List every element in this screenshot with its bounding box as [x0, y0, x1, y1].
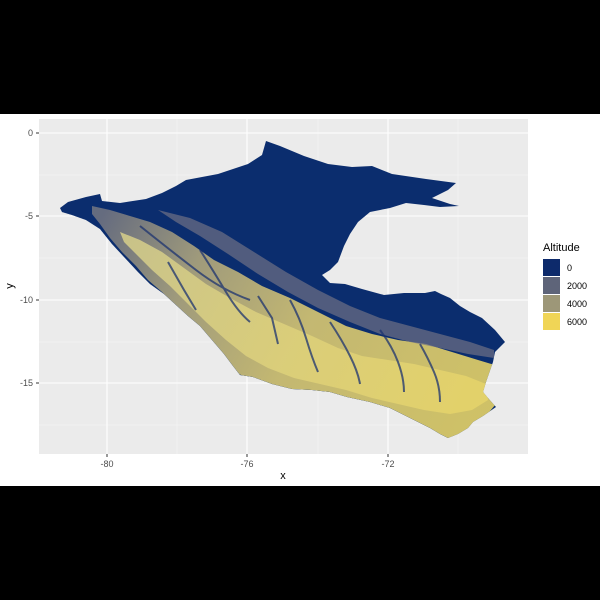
legend-swatch: [543, 259, 560, 276]
legend-swatch: [543, 313, 560, 330]
legend-label: 0: [567, 263, 572, 273]
legend-label: 4000: [567, 299, 587, 309]
x-axis-title: x: [280, 470, 286, 482]
y-axis-title: y: [4, 283, 16, 289]
legend-label: 2000: [567, 281, 587, 291]
legend-swatch: [543, 277, 560, 294]
x-tick-label: -76: [240, 459, 253, 469]
map-figure: -80 -76 -72 0 -5 -10 -15 x y Altitude 0 …: [4, 119, 587, 482]
x-tick-label: -72: [381, 459, 394, 469]
axis-ticks: [36, 132, 389, 457]
legend-title: Altitude: [543, 242, 580, 254]
altitude-legend: Altitude 0 2000 4000 6000: [543, 242, 587, 330]
y-tick-label: -10: [20, 295, 33, 305]
legend-swatch: [543, 295, 560, 312]
y-tick-label: -5: [25, 211, 33, 221]
y-tick-label: 0: [28, 128, 33, 138]
x-tick-label: -80: [100, 459, 113, 469]
legend-label: 6000: [567, 317, 587, 327]
plot-frame: -80 -76 -72 0 -5 -10 -15 x y Altitude 0 …: [0, 114, 600, 486]
y-tick-label: -15: [20, 378, 33, 388]
